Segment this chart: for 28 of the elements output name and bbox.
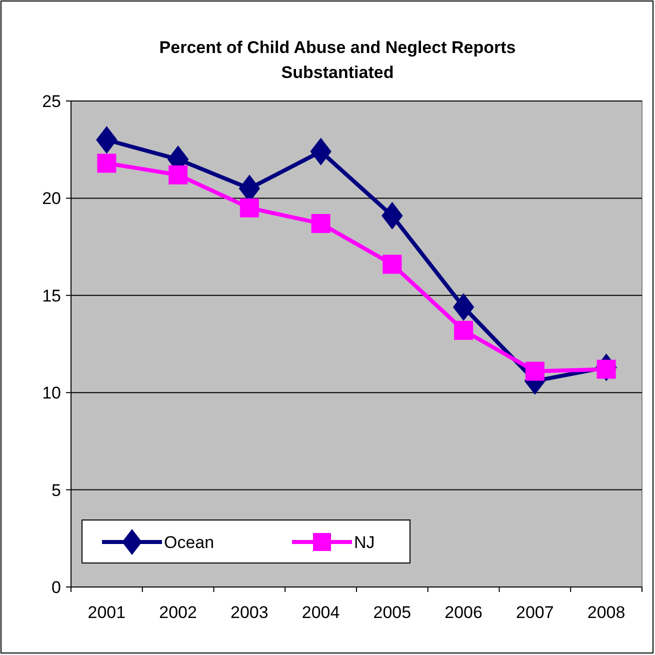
x-tick-label: 2006 [444,603,482,622]
point [382,254,402,274]
point [454,320,474,340]
point [96,126,118,154]
x-tick-label: 2001 [88,603,126,622]
y-tick-label: 20 [42,189,61,208]
point [453,294,474,321]
y-tick-label: 5 [52,480,61,500]
x-tick-label: 2005 [373,603,412,622]
x-tick-label: 2008 [587,603,626,622]
x-tick-label: 2002 [159,603,197,622]
x-tick-label: 2007 [516,603,554,622]
point [310,138,332,166]
y-tick-label: 10 [42,384,61,403]
legend-label: Ocean [164,532,214,552]
y-tick-label: 0 [52,578,61,597]
point [382,202,403,230]
point [311,214,330,233]
point [240,198,259,218]
chart-title: Percent of Child Abuse and Neglect Reports Substantiated [159,38,516,82]
y-tick-label: 15 [42,286,61,306]
point [97,154,116,173]
x-tick-label: 2004 [302,603,340,622]
legend-label: NJ [354,532,375,552]
y-tick-label: 25 [42,92,61,111]
x-tick-label: 2003 [230,603,268,622]
point [525,362,544,381]
point [168,165,188,184]
